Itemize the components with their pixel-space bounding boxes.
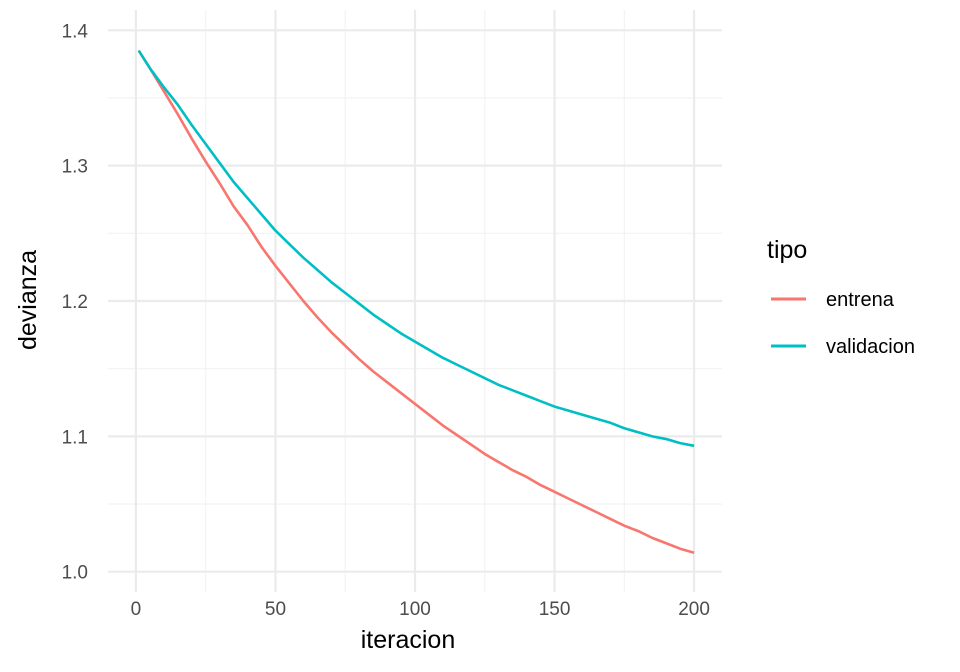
- y-tick-labels: 1.0 1.1 1.2 1.3 1.4: [62, 21, 89, 583]
- x-tick-label: 50: [265, 599, 286, 620]
- x-tick-label: 100: [399, 599, 431, 620]
- series-lines: [137, 49, 695, 554]
- legend-label-validacion: validacion: [826, 336, 915, 358]
- legend: tipo entrena validacion: [767, 236, 915, 358]
- x-tick-label: 0: [131, 599, 142, 620]
- x-tick-labels: 0 50 100 150 200: [131, 599, 710, 620]
- y-tick-label: 1.0: [62, 563, 88, 584]
- grid-major: [108, 10, 722, 592]
- x-tick-label: 200: [678, 599, 710, 620]
- y-tick-label: 1.3: [62, 157, 88, 178]
- x-axis-title: iteracion: [361, 626, 456, 654]
- legend-label-entrena: entrena: [826, 289, 895, 311]
- y-tick-label: 1.2: [62, 292, 88, 313]
- x-tick-label: 150: [539, 599, 571, 620]
- y-tick-label: 1.1: [62, 427, 88, 448]
- series-line-validacion: [137, 49, 695, 448]
- series-line-entrena: [137, 49, 695, 554]
- y-axis-title: devianza: [14, 250, 42, 350]
- y-tick-label: 1.4: [62, 21, 89, 42]
- legend-title: tipo: [767, 236, 807, 264]
